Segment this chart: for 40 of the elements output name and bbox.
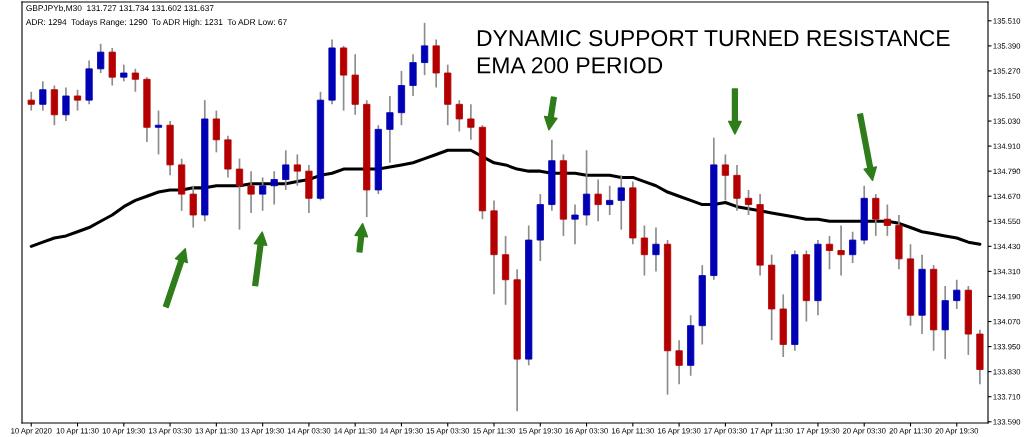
candlestick	[27, 90, 35, 112]
candlestick	[409, 53, 417, 97]
candlestick	[825, 235, 834, 271]
candlestick	[594, 178, 602, 223]
candlestick	[467, 103, 475, 141]
annotation: ADR: 1294 Todays Range: 1290 To ADR High: 1231 To ADR Low: 67	[25, 18, 287, 27]
candlestick	[235, 157, 244, 231]
candlestick	[721, 153, 729, 202]
candlestick	[953, 278, 961, 310]
annotation: DYNAMIC SUPPORT TURNED RESISTANCE EMA 200 PERIOD	[477, 29, 950, 74]
candlestick	[293, 153, 301, 187]
candlestick	[582, 149, 591, 227]
candlestick	[131, 67, 139, 93]
candlestick	[73, 88, 82, 112]
candlestick	[282, 149, 290, 191]
candlestick	[744, 189, 753, 216]
candlestick	[571, 203, 579, 246]
candlestick	[837, 224, 845, 277]
candlestick	[189, 184, 197, 229]
candlestick	[270, 170, 278, 206]
candlestick	[617, 174, 625, 231]
annotation: GBPJPYb,M30 131.727 131.734 131.602 131.637	[26, 4, 214, 13]
candlestick	[606, 184, 614, 216]
candlestick	[652, 226, 660, 273]
candlestick	[872, 193, 880, 237]
candlestick	[640, 224, 649, 277]
candlestick	[154, 109, 163, 156]
candlestick	[259, 176, 267, 212]
candlestick	[212, 109, 220, 154]
candlestick	[849, 230, 857, 264]
candlestick	[97, 42, 105, 74]
candlestick	[455, 99, 463, 133]
candlestick	[883, 203, 891, 237]
candlestick	[62, 86, 70, 122]
candlestick	[420, 22, 429, 76]
candlestick	[386, 95, 394, 164]
candlestick	[675, 339, 683, 385]
candlestick	[247, 170, 255, 214]
candlestick	[733, 164, 741, 212]
candlestick	[39, 80, 47, 112]
